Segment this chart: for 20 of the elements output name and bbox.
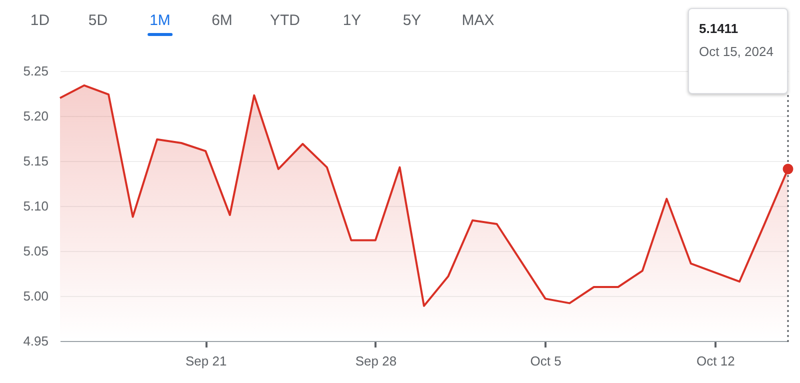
text: 5Y xyxy=(402,12,422,29)
text: 6M xyxy=(212,12,232,29)
x-tick-label: Sep 21 xyxy=(186,354,227,368)
text: MAX xyxy=(462,12,494,29)
y-tick-label: 4.95 xyxy=(23,334,48,348)
text: 1M xyxy=(150,12,170,29)
y-tick-label: 5.25 xyxy=(23,64,48,78)
y-tick-label: 5.05 xyxy=(23,244,48,258)
y-tick-label: 5.15 xyxy=(23,154,48,168)
x-tick-label: Oct 12 xyxy=(696,354,735,368)
text: 1D xyxy=(30,12,50,29)
text: 1Y xyxy=(342,12,362,29)
text: 5D xyxy=(88,12,108,29)
text: YTD xyxy=(270,12,300,29)
y-tick-label: 5.20 xyxy=(23,108,48,124)
tooltip-box: 5.1411 Oct 15, 2024 xyxy=(688,8,788,94)
x-tick-label: Sep 28 xyxy=(355,354,397,368)
y-tick-label: 5.10 xyxy=(23,198,48,214)
x-tick-label: Oct 5 xyxy=(530,354,562,368)
y-tick-label: 5.00 xyxy=(23,288,48,304)
